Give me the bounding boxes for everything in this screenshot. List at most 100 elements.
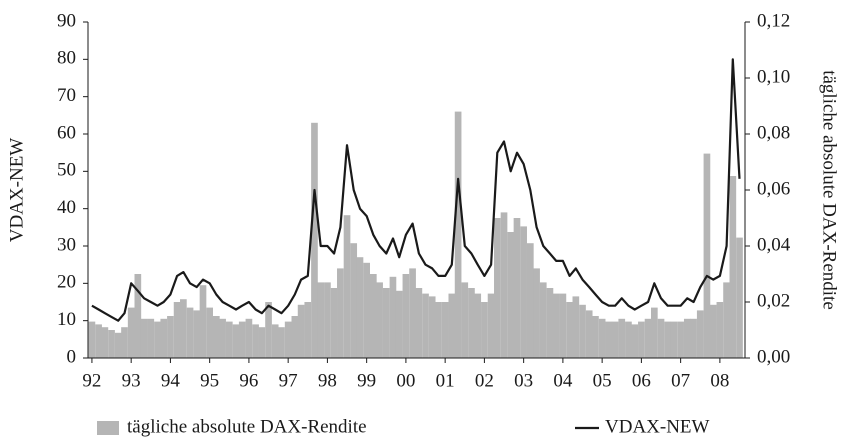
x-tick-label: 06 (632, 370, 651, 391)
bar (618, 318, 626, 358)
bar (101, 327, 109, 358)
bar (219, 318, 226, 358)
bar (435, 302, 442, 358)
y-tick-label: 40 (57, 197, 76, 218)
bar (317, 282, 325, 358)
bar (657, 318, 665, 358)
bar (356, 257, 364, 358)
bar (160, 318, 168, 358)
x-tick-label: 94 (161, 370, 181, 391)
bar (513, 218, 521, 358)
bar (415, 288, 423, 358)
x-tick-label: 98 (318, 370, 337, 391)
bar (507, 232, 515, 358)
bar (193, 310, 201, 358)
bar (474, 293, 482, 358)
bar (140, 318, 148, 358)
bar (199, 285, 207, 358)
y-tick-label: 80 (57, 48, 76, 69)
y2-tick-label: 0,04 (757, 234, 791, 255)
bar (173, 302, 181, 358)
bar (186, 307, 194, 358)
bar (520, 226, 527, 358)
y-tick-label: 20 (57, 272, 76, 293)
x-tick-label: 00 (396, 370, 415, 391)
bar (213, 316, 220, 358)
y-tick-label: 50 (57, 160, 76, 181)
y-tick-label: 90 (57, 10, 76, 31)
bar (428, 296, 436, 358)
bar (114, 332, 122, 358)
bar (350, 243, 358, 358)
bar (559, 293, 567, 358)
x-tick-label: 97 (279, 370, 298, 391)
line (91, 58, 741, 322)
bar (278, 327, 285, 358)
bar (382, 288, 390, 358)
bar (703, 153, 711, 358)
bar (330, 288, 338, 358)
bar (533, 268, 540, 358)
x-tick-label: 08 (710, 370, 729, 391)
bar (572, 296, 580, 358)
bar (723, 282, 730, 358)
bar (546, 288, 554, 358)
bar (664, 321, 672, 358)
bar (696, 310, 704, 358)
bar (265, 302, 272, 358)
bar (258, 327, 266, 358)
bar (709, 304, 717, 358)
y-tick-label: 30 (57, 234, 76, 255)
y-tick-label: 10 (57, 309, 76, 330)
bar (147, 318, 155, 358)
legend-label: VDAX-NEW (605, 416, 710, 437)
bar (468, 288, 475, 358)
x-tick-label: 03 (514, 370, 533, 391)
bar (395, 290, 403, 358)
bar (592, 316, 599, 358)
bar (683, 318, 691, 358)
bar (88, 321, 96, 358)
y2-tick-label: 0,02 (757, 290, 790, 311)
bar (487, 293, 495, 358)
bar (304, 302, 312, 358)
bar (441, 302, 449, 358)
y-tick-label: 70 (57, 85, 76, 106)
bar (291, 316, 299, 358)
y2-tick-label: 0,00 (757, 346, 790, 367)
bar (206, 307, 214, 358)
x-tick-label: 96 (239, 370, 258, 391)
bar (716, 302, 724, 358)
bar (134, 274, 142, 358)
bar (95, 324, 102, 358)
bar (252, 324, 259, 358)
y2-axis-label: tägliche absolute DAX-Rendite (819, 70, 840, 310)
bar (311, 122, 318, 358)
x-tick-label: 01 (436, 370, 455, 391)
bar (232, 324, 240, 358)
bar (585, 310, 593, 358)
bar (127, 307, 135, 358)
bar (566, 302, 573, 358)
bar (225, 321, 233, 358)
bar (271, 324, 279, 358)
bar (245, 318, 253, 358)
bar (611, 321, 619, 358)
y-tick-label: 60 (57, 122, 76, 143)
bar (494, 218, 501, 358)
x-tick-label: 92 (82, 370, 101, 391)
bar (337, 268, 344, 358)
bar (108, 330, 115, 358)
y2-tick-label: 0,12 (757, 10, 790, 31)
bar (729, 176, 737, 358)
y-axis-label: VDAX-NEW (6, 138, 27, 243)
bar (238, 321, 246, 358)
bar (422, 293, 429, 358)
x-tick-label: 07 (671, 370, 690, 391)
y2-tick-label: 0,06 (757, 178, 790, 199)
bar (180, 299, 187, 358)
bar (598, 318, 606, 358)
x-tick-label: 93 (122, 370, 141, 391)
x-tick-label: 04 (553, 370, 573, 391)
